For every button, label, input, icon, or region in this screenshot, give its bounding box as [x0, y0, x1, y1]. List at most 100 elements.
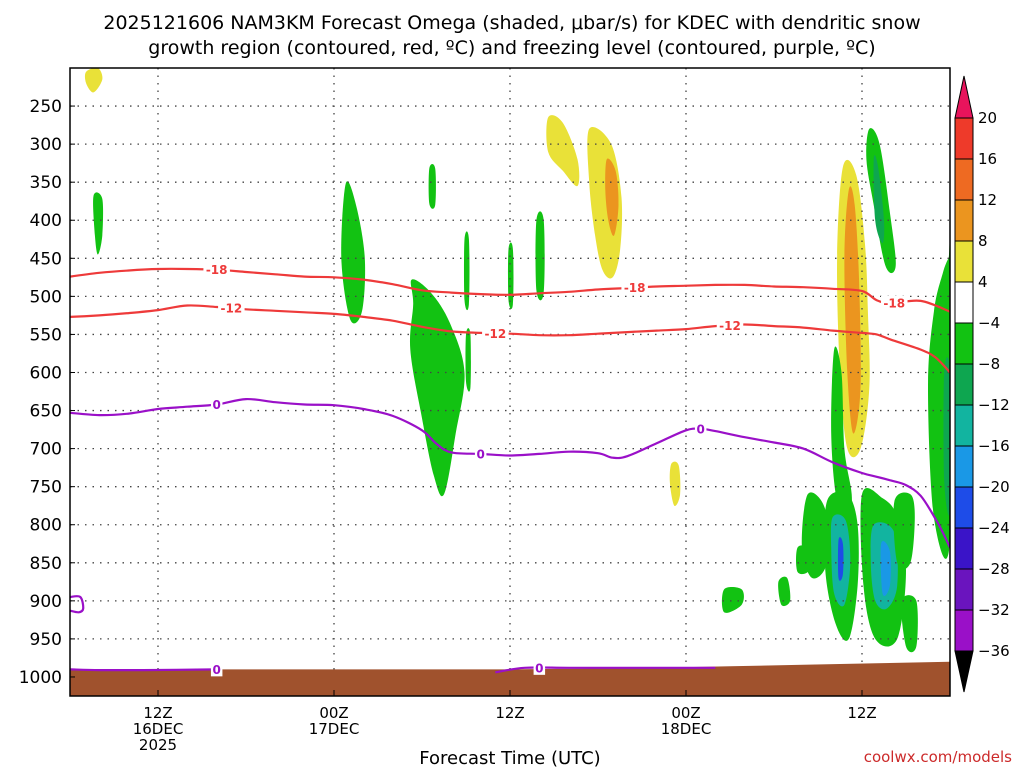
x-tick-label: 12Z	[847, 704, 876, 722]
colorbar-label: −4	[978, 314, 1000, 332]
colorbar-label: −28	[978, 560, 1010, 578]
contour-label-bg	[474, 446, 487, 461]
y-tick-label: 750	[30, 478, 62, 498]
omega-rising-region	[844, 186, 861, 434]
colorbar-swatch	[954, 486, 974, 529]
contour-label: -18	[624, 281, 646, 295]
contour-label-bg	[482, 326, 509, 341]
x-tick-label: 17DEC	[309, 720, 360, 738]
colorbar: 20 16 12 8 4 −4 −8 −12 −16 −20 −24 −28 −32 −36	[954, 75, 1010, 693]
contour-label: -12	[719, 319, 741, 333]
colorbar-label: −32	[978, 601, 1010, 619]
omega-sinking-region	[873, 155, 885, 244]
omega-sinking-region	[893, 492, 915, 570]
contour-label-bg	[218, 301, 245, 316]
y-tick-label: 600	[30, 363, 62, 383]
omega-rising-region	[84, 68, 103, 93]
contour-label: -18	[206, 263, 228, 277]
x-tick-label: 18DEC	[661, 720, 712, 738]
y-tick-label: 400	[30, 211, 62, 231]
omega-sinking-region	[901, 595, 918, 653]
freezing-level-contour	[70, 595, 85, 614]
contour-label: 0	[535, 661, 543, 675]
terrain-layer	[70, 661, 950, 696]
colorbar-label: 16	[978, 150, 997, 168]
contour-label-bg	[716, 318, 744, 333]
colorbar-swatch	[954, 404, 974, 447]
credit-text: coolwx.com/models	[864, 748, 1012, 766]
colorbar-swatch	[954, 158, 974, 201]
y-tick-label: 650	[30, 402, 62, 422]
colorbar-swatch	[954, 609, 974, 652]
plot-background	[70, 68, 950, 696]
x-tick-label: 12Z	[143, 704, 172, 722]
terrain-surface	[70, 661, 950, 696]
omega-sinking-region	[943, 357, 950, 516]
colorbar-label: −36	[978, 642, 1010, 660]
omega-sinking-region	[428, 163, 436, 209]
colorbar-swatch	[954, 527, 974, 570]
y-tick-label: 700	[30, 440, 62, 460]
colorbar-label: −24	[978, 519, 1010, 537]
contour-label-bg	[210, 662, 223, 677]
contour-label-bg	[881, 295, 908, 310]
colorbar-swatch	[954, 445, 974, 488]
colorbar-bottom-arrow	[954, 650, 974, 693]
contour-label: -12	[220, 302, 242, 316]
y-tick-label: 350	[30, 173, 62, 193]
omega-shading-layer	[84, 68, 950, 653]
x-tick-label: 2025	[139, 736, 177, 754]
omega-sinking-region	[535, 211, 545, 301]
colorbar-swatch	[954, 240, 974, 283]
contour-label-bg	[210, 397, 223, 412]
colorbar-label: −16	[978, 437, 1010, 455]
y-tick-label: 800	[30, 516, 62, 536]
contour-label: 0	[212, 398, 220, 412]
omega-sinking-region	[778, 576, 791, 607]
x-tick-label: 00Z	[671, 704, 700, 722]
chart-title-line2: growth region (contoured, red, ºC) and f…	[148, 37, 875, 59]
colorbar-label: −20	[978, 478, 1010, 496]
omega-sinking-region	[831, 346, 852, 518]
y-tick-label: 550	[30, 325, 62, 345]
colorbar-label: −12	[978, 396, 1010, 414]
contour-label-bg	[203, 262, 230, 277]
y-tick-label: 250	[30, 97, 62, 117]
contour-layer: -18 -18 -18 -12 -12 -12 0 0 0 0 0	[70, 262, 950, 677]
freezing-level-contour	[70, 397, 950, 549]
y-axis: 250 300 350 400 450 500 550 600 650 700 750 800 850 9…	[19, 97, 75, 688]
contour-label-bg	[533, 660, 546, 675]
colorbar-swatch	[954, 199, 974, 242]
y-tick-label: 850	[30, 554, 62, 574]
omega-sinking-region	[796, 545, 811, 575]
omega-sinking-region	[465, 328, 471, 392]
contour-label-bg	[621, 280, 648, 295]
colorbar-label: 4	[978, 273, 988, 291]
contour-label: 0	[212, 663, 220, 677]
omega-sinking-region	[507, 242, 514, 309]
colorbar-label: 12	[978, 191, 997, 209]
colorbar-top-arrow	[954, 75, 974, 119]
omega-rising-region	[587, 126, 623, 279]
y-tick-label: 300	[30, 135, 62, 155]
contour-label-bg	[694, 421, 707, 436]
y-tick-label: 1000	[19, 668, 62, 688]
colorbar-label: 20	[978, 109, 997, 127]
x-tick-label: 12Z	[495, 704, 524, 722]
y-tick-label: 900	[30, 592, 62, 612]
colorbar-label: −8	[978, 355, 1000, 373]
colorbar-swatch	[954, 281, 974, 324]
contour-label: -12	[484, 327, 506, 341]
omega-sinking-region	[409, 279, 465, 497]
contour-label: -18	[883, 296, 905, 310]
colorbar-swatch	[954, 363, 974, 406]
x-axis-title: Forecast Time (UTC)	[419, 748, 600, 768]
freezing-level-contour	[495, 666, 716, 674]
omega-sinking-region	[880, 541, 891, 596]
omega-sinking-region	[341, 181, 366, 324]
y-tick-label: 500	[30, 287, 62, 307]
colorbar-swatch	[954, 568, 974, 611]
colorbar-swatch	[954, 322, 974, 365]
omega-rising-region	[669, 461, 681, 507]
